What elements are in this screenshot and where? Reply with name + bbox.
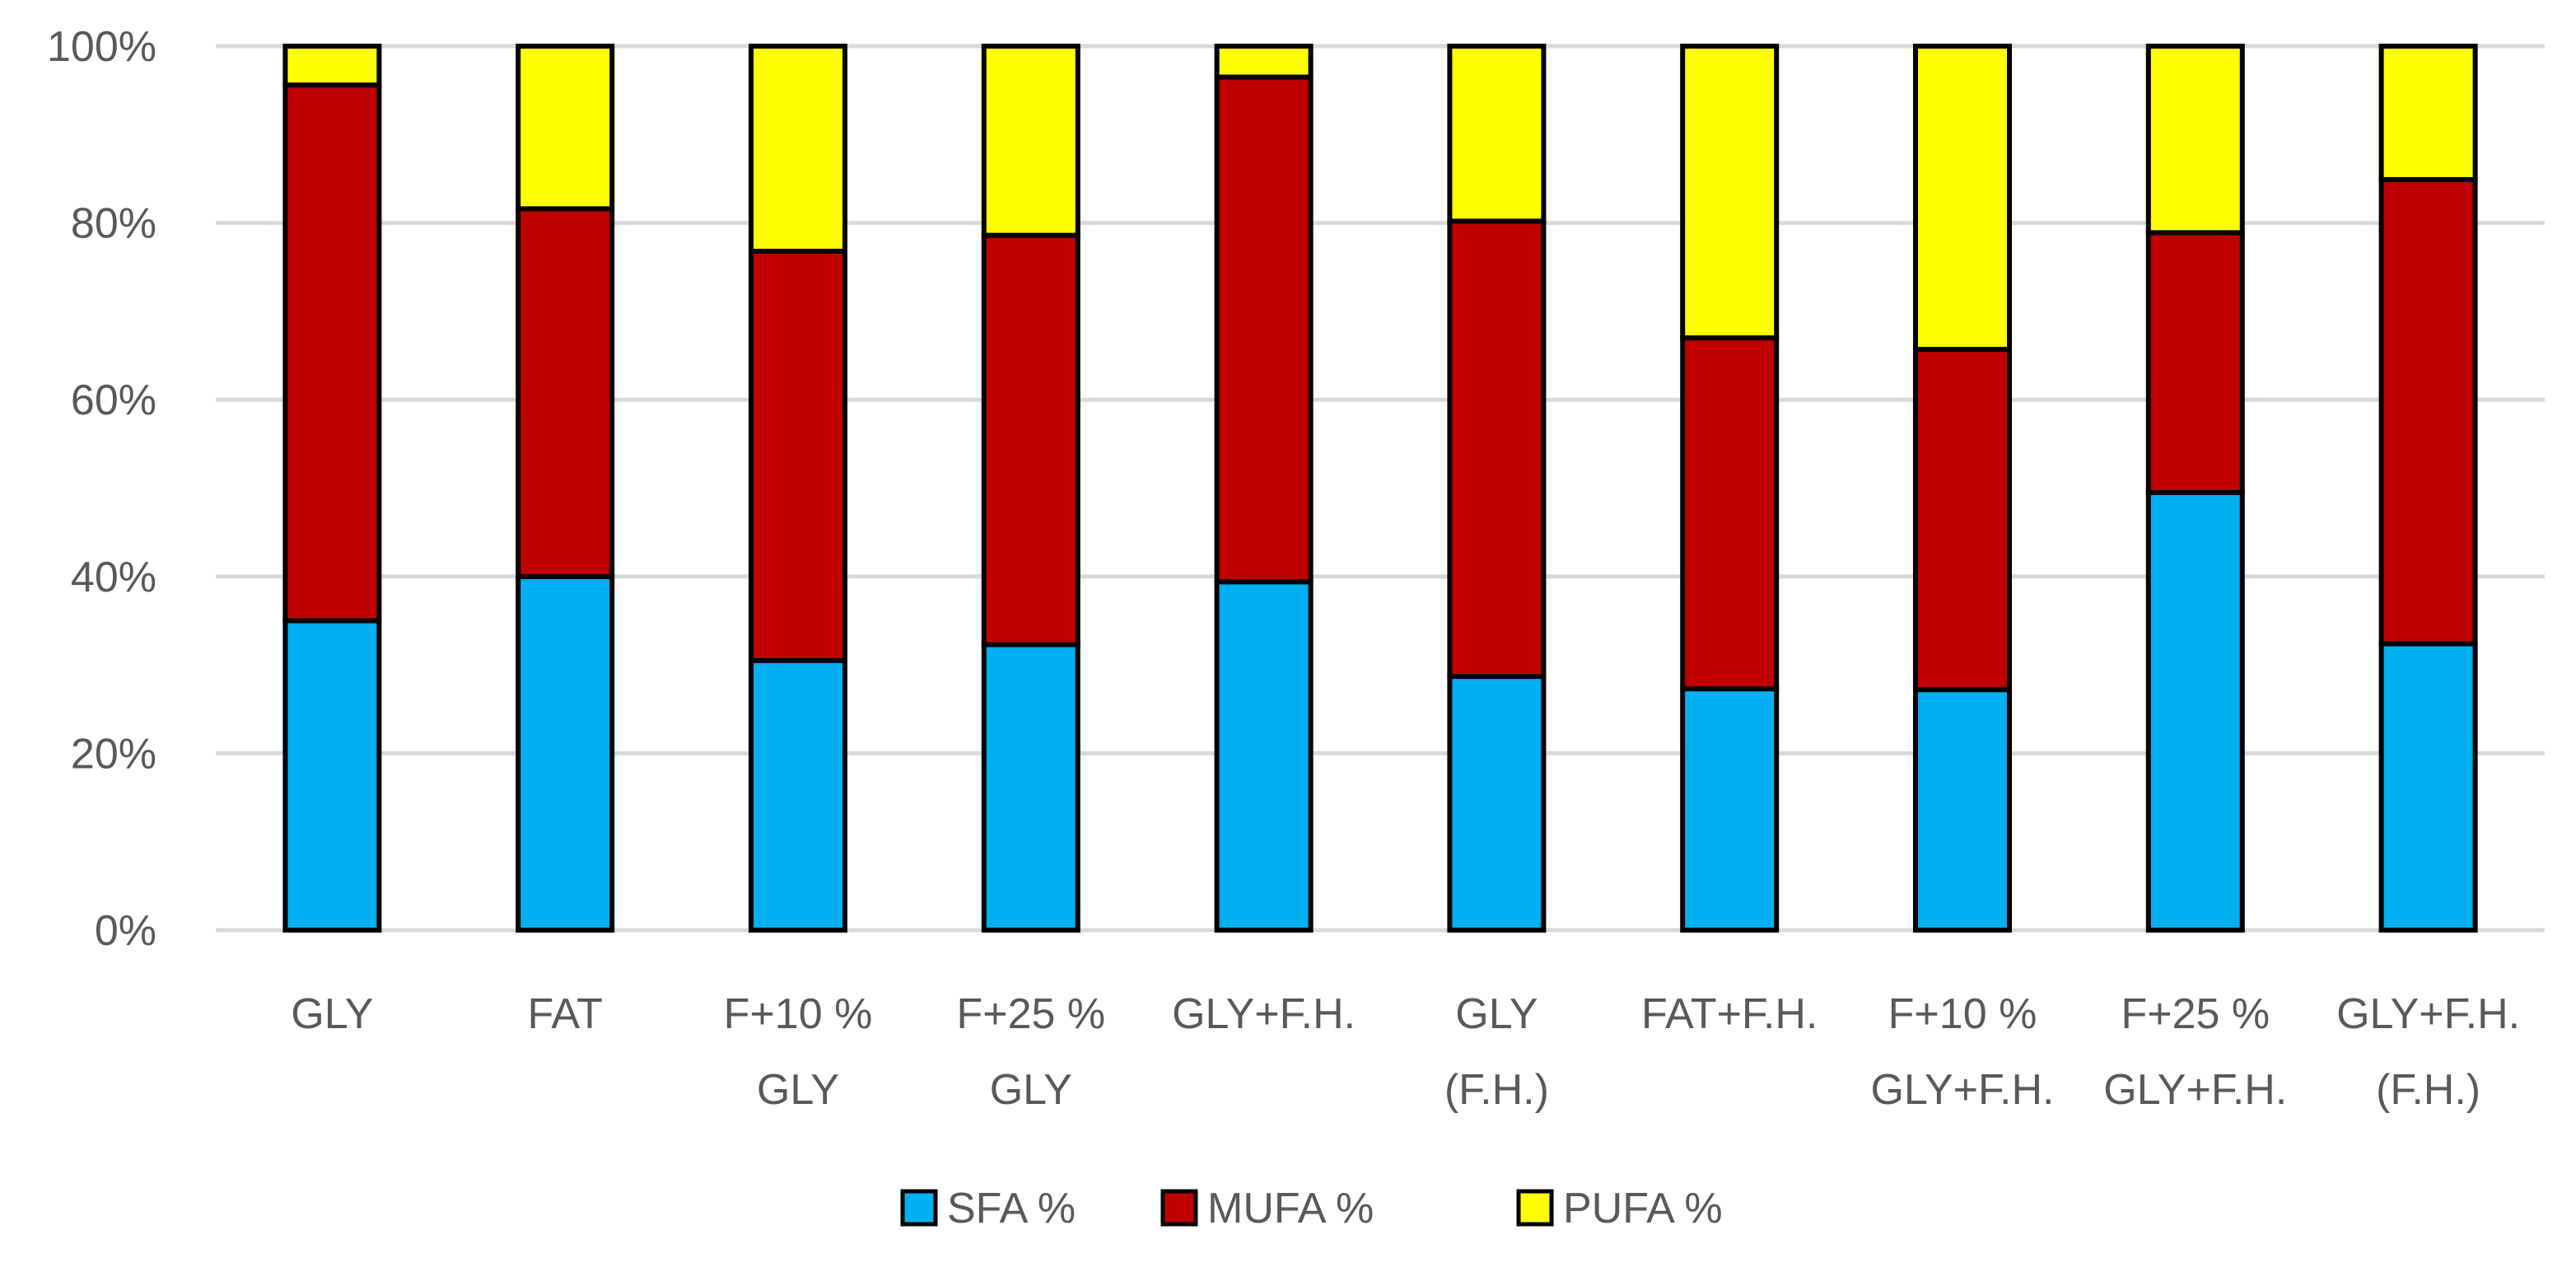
bar-segment-mufa	[1680, 335, 1780, 692]
bar-segment-sfa	[749, 657, 847, 933]
bar-segment-mufa	[1913, 347, 2012, 693]
x-tick-label: FAT	[527, 990, 602, 1038]
bar-segment-pufa	[749, 44, 847, 254]
legend: SFA % MUFA % PUFA %	[900, 1185, 1723, 1232]
bar-segment-sfa	[1214, 579, 1314, 933]
y-tick-label: 60%	[71, 376, 156, 424]
legend-swatch	[1160, 1189, 1198, 1227]
y-tick-label: 100%	[47, 23, 156, 71]
bar-segment-pufa	[282, 44, 382, 88]
legend-swatch	[1516, 1189, 1554, 1227]
x-tick-label: GLY	[990, 1066, 1072, 1114]
x-tick-label: F+10 %	[1888, 990, 2037, 1038]
bar-segment-sfa	[981, 642, 1080, 933]
bar-segment-pufa	[516, 44, 615, 212]
bar-segment-pufa	[981, 44, 1080, 238]
bar-segment-pufa	[2378, 44, 2478, 183]
legend-label: MUFA %	[1207, 1185, 1374, 1232]
bar-segment-pufa	[1913, 44, 2012, 353]
bar-segment-pufa	[1214, 44, 1314, 80]
bar-segment-pufa	[2145, 44, 2245, 236]
bar-segment-sfa	[1680, 686, 1780, 933]
bar-segment-pufa	[1447, 44, 1547, 224]
legend-label: PUFA %	[1563, 1185, 1723, 1232]
x-tick-label: GLY+F.H.	[1870, 1066, 2054, 1114]
x-tick-label: GLY+F.H.	[2103, 1066, 2287, 1114]
bar-segment-mufa	[2378, 177, 2478, 647]
bar-segment-sfa	[2145, 489, 2245, 933]
bar-segment-sfa	[1913, 687, 2012, 933]
bar-segment-mufa	[1214, 74, 1314, 585]
x-tick-label: (F.H.)	[1444, 1066, 1549, 1114]
x-tick-label: GLY	[291, 990, 373, 1038]
y-tick-label: 80%	[71, 200, 156, 248]
bar-segment-sfa	[2378, 641, 2478, 933]
legend-swatch	[900, 1189, 938, 1227]
x-tick-label: GLY+F.H.	[2336, 990, 2520, 1038]
bars	[282, 44, 2478, 933]
x-tick-label: GLY+F.H.	[1172, 990, 1356, 1038]
y-tick-label: 40%	[71, 554, 156, 601]
x-tick-label: F+10 %	[724, 990, 873, 1038]
bar-segment-mufa	[1447, 218, 1547, 680]
legend-label: SFA %	[947, 1185, 1076, 1232]
bar-segment-mufa	[981, 232, 1080, 648]
x-tick-label: F+25 %	[2121, 990, 2270, 1038]
y-axis-ticks: 0% 20% 40% 60% 80% 100%	[47, 23, 156, 955]
bar-segment-sfa	[1447, 674, 1547, 933]
bar-segment-mufa	[2145, 230, 2245, 495]
x-tick-label: (F.H.)	[2376, 1066, 2480, 1114]
x-tick-label: FAT+F.H.	[1641, 990, 1818, 1038]
x-tick-label: GLY	[1455, 990, 1538, 1038]
x-tick-label: GLY	[757, 1066, 839, 1114]
bar-segment-pufa	[1680, 44, 1780, 341]
y-tick-label: 20%	[71, 730, 156, 778]
bar-segment-sfa	[516, 573, 615, 933]
bar-segment-sfa	[282, 618, 382, 933]
bar-segment-mufa	[516, 206, 615, 579]
bar-segment-mufa	[282, 82, 382, 624]
x-tick-label: F+25 %	[956, 990, 1105, 1038]
y-tick-label: 0%	[95, 907, 156, 955]
bar-segment-mufa	[749, 248, 847, 663]
x-axis-ticks: GLY FAT F+10 % GLY F+25 % GLY GLY+F.H. GLY (F.H.…	[291, 990, 2520, 1114]
